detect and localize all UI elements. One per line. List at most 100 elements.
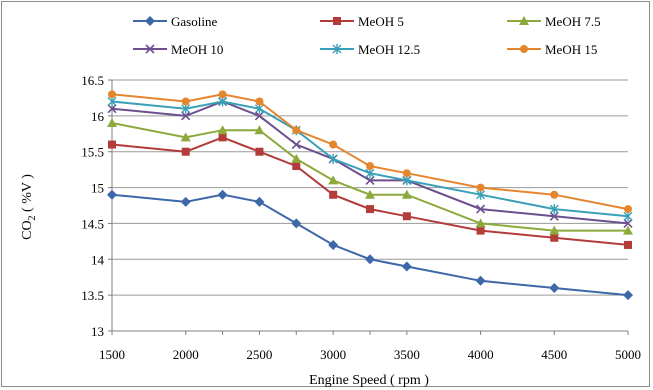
legend-item-meoh-7-5: MeOH 7.5 (507, 14, 601, 29)
data-point (475, 275, 486, 286)
data-point (217, 189, 228, 200)
series-meoh-7-5 (107, 118, 633, 235)
y-tick-label: 14 (91, 252, 105, 267)
data-point (254, 111, 264, 121)
data-point (476, 183, 485, 192)
data-point (549, 282, 560, 293)
data-point (291, 139, 301, 150)
data-point (291, 153, 302, 163)
legend-item-gasoline: Gasoline (133, 14, 217, 29)
series-group (107, 90, 633, 301)
data-point (181, 97, 190, 106)
x-tick-label: 4000 (468, 347, 494, 362)
data-point (218, 133, 227, 142)
data-point (550, 190, 559, 199)
data-point (549, 204, 559, 215)
data-point (623, 218, 633, 228)
data-point (365, 254, 375, 265)
data-point (108, 90, 116, 99)
data-point (255, 147, 264, 156)
data-point (255, 97, 264, 106)
data-point (365, 175, 375, 185)
gridlines (112, 79, 628, 296)
data-point (328, 175, 339, 185)
legend-swatch-marker (519, 16, 529, 25)
y-tick-label: 16.5 (81, 73, 104, 88)
data-point (254, 196, 265, 207)
legend-label: Gasoline (171, 14, 217, 29)
data-point (291, 218, 302, 229)
data-point (180, 196, 191, 207)
data-point (476, 204, 486, 214)
series-gasoline (107, 189, 633, 301)
y-tick-label: 15 (91, 181, 104, 196)
legend-label: MeOH 5 (358, 14, 404, 29)
data-point (549, 211, 559, 221)
x-tick-label: 1500 (99, 347, 125, 362)
x-tick-labels: 1500 2000 2500 3000 3500 4000 4500 5000 (99, 347, 641, 362)
series-meoh-5 (108, 133, 632, 249)
x-tick-label: 3500 (394, 347, 420, 362)
data-point (329, 140, 338, 149)
data-point (476, 226, 485, 235)
data-point (181, 111, 191, 121)
data-point (624, 205, 632, 214)
legend-item-meoh-15: MeOH 15 (507, 42, 597, 57)
data-point (623, 290, 633, 301)
legend-item-meoh-10: MeOH 10 (133, 42, 223, 57)
data-point (402, 212, 411, 221)
legend-swatch-marker (333, 17, 341, 25)
legend-swatch-marker (332, 44, 342, 54)
data-point (107, 104, 117, 114)
data-point (328, 239, 339, 250)
legend-swatch-marker (145, 44, 155, 54)
data-point (328, 153, 338, 164)
y-tick-label: 15.5 (81, 145, 104, 160)
data-point (292, 162, 301, 171)
legend-swatch-marker (520, 45, 528, 53)
data-point (329, 190, 338, 199)
y-tick-label: 16 (91, 109, 105, 124)
data-point (108, 140, 116, 149)
legend-label: MeOH 15 (545, 42, 597, 57)
legend-label: MeOH 12.5 (358, 42, 420, 57)
data-point (218, 90, 227, 99)
data-point (217, 125, 228, 135)
legend-label: MeOH 7.5 (545, 14, 601, 29)
data-point (180, 132, 191, 142)
y-axis-title-unit: ( %V ) (20, 174, 35, 216)
legend-swatch-marker (145, 16, 155, 26)
data-point (475, 218, 486, 228)
data-point (550, 233, 559, 242)
data-point (549, 225, 560, 235)
y-tick-label: 14.5 (81, 216, 104, 231)
data-point (402, 169, 411, 178)
legend-label: MeOH 10 (171, 42, 223, 57)
legend-item-meoh-12-5: MeOH 12.5 (320, 42, 420, 57)
y-tick-label: 13 (91, 324, 104, 339)
data-point (181, 147, 190, 156)
data-point (107, 189, 117, 200)
y-tick-labels: 13 13.5 14 14.5 15 15.5 16 16.5 (81, 73, 104, 339)
series-meoh-15 (108, 90, 632, 214)
x-axis-title: Engine Speed ( rpm ) (309, 373, 429, 388)
y-axis-title-main: CO (20, 220, 35, 239)
data-point (292, 126, 301, 135)
x-tick-label: 4500 (541, 347, 567, 362)
data-point (623, 225, 633, 235)
data-point (401, 261, 412, 272)
data-point (365, 189, 375, 199)
x-tick-label: 2000 (173, 347, 199, 362)
x-tick-label: 2500 (246, 347, 272, 362)
y-axis-title-subscript: 2 (27, 215, 38, 220)
data-point (366, 205, 374, 214)
data-point (254, 125, 265, 135)
x-tick-label: 3000 (320, 347, 346, 362)
data-point (366, 162, 374, 171)
legend-item-meoh-5: MeOH 5 (320, 14, 404, 29)
y-axis-title: CO2 ( %V ) (20, 174, 38, 240)
x-tick-label: 5000 (615, 347, 641, 362)
y-tick-label: 13.5 (81, 288, 104, 303)
data-point (401, 189, 412, 199)
